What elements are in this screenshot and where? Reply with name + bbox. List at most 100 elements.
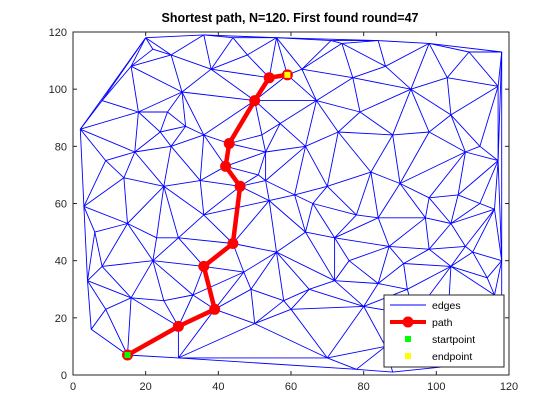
edge-line — [83, 177, 125, 207]
edge-line — [279, 123, 306, 147]
edge-line — [370, 171, 401, 184]
edge-line — [134, 145, 172, 153]
edge-line — [377, 183, 401, 219]
edge-line — [468, 51, 499, 87]
edge-line — [257, 151, 267, 176]
edge-line — [265, 145, 306, 153]
edge-line — [294, 185, 328, 196]
edge-line — [446, 77, 452, 115]
path-node-marker — [198, 260, 210, 272]
edge-line — [309, 280, 335, 290]
edge-line — [167, 91, 183, 113]
x-tick-label: 100 — [427, 381, 445, 393]
edge-line — [326, 185, 357, 216]
edge-line — [312, 186, 328, 204]
edge-line — [102, 260, 153, 267]
edge-line — [101, 266, 132, 299]
edge-line — [203, 34, 212, 70]
edge-line — [327, 171, 372, 187]
edge-line — [410, 88, 452, 116]
edge-line — [301, 69, 317, 101]
edge-line — [90, 309, 107, 330]
edge-line — [316, 77, 354, 101]
edge-line — [214, 288, 252, 310]
edge-line — [105, 160, 125, 179]
edge-line — [424, 197, 430, 218]
y-tick-label: 80 — [55, 141, 67, 153]
edge-line — [326, 306, 365, 359]
edge-line — [334, 280, 364, 307]
edge-line — [312, 203, 335, 239]
edge-line — [178, 237, 205, 267]
legend-box — [383, 294, 505, 368]
edge-line — [334, 214, 357, 239]
edge-line — [450, 246, 466, 267]
edge-line — [385, 65, 412, 90]
y-tick-label: 100 — [49, 84, 67, 96]
edge-line — [87, 280, 107, 310]
chart-title: Shortest path, N=120. First found round=… — [162, 11, 419, 25]
edge-line — [210, 37, 234, 70]
edge-line — [276, 231, 306, 253]
edge-line — [428, 131, 466, 153]
edge-line — [446, 51, 470, 78]
edge-line — [254, 300, 284, 324]
edge-line — [316, 100, 361, 113]
edge-line — [83, 160, 107, 207]
edge-line — [377, 246, 390, 284]
edge-line — [377, 217, 390, 247]
edge-line — [83, 205, 128, 224]
edge-line — [429, 42, 470, 53]
edge-line — [352, 77, 361, 113]
edge-line — [170, 134, 204, 147]
edge-line — [159, 111, 168, 133]
edge-line — [160, 125, 186, 133]
edge-line — [254, 74, 288, 101]
edge-line — [403, 248, 430, 264]
edge-line — [87, 232, 96, 281]
edge-line — [334, 260, 350, 281]
legend-swatch-marker — [402, 316, 414, 328]
edge-line — [105, 309, 128, 356]
path-node-marker — [249, 95, 261, 107]
edge-line — [465, 246, 473, 253]
edge-line — [356, 346, 386, 370]
edge-line — [123, 177, 128, 224]
legend-label: path — [432, 317, 453, 329]
edge-line — [250, 289, 256, 324]
x-tick-label: 120 — [500, 381, 518, 393]
edge-line — [334, 217, 379, 239]
edge-line — [290, 305, 364, 310]
edge-line — [130, 260, 154, 299]
edge-line — [389, 245, 430, 250]
edge-line — [105, 151, 135, 162]
edge-line — [90, 328, 128, 356]
edge-line — [130, 54, 172, 67]
edge-line — [355, 171, 372, 216]
edge-line — [294, 194, 313, 204]
edge-line — [363, 283, 379, 307]
path-node-marker — [172, 320, 184, 332]
edge-line — [465, 208, 495, 247]
y-tick-label: 60 — [55, 199, 67, 211]
edge-line — [283, 300, 292, 310]
edge-line — [428, 223, 452, 250]
edge-line — [385, 43, 430, 67]
edge-line — [494, 209, 503, 261]
edge-line — [138, 91, 183, 113]
edge-line — [210, 54, 248, 70]
edge-line — [301, 43, 343, 70]
legend-item-startpoint: startpoint — [405, 334, 475, 346]
edge-line — [243, 271, 252, 290]
edge-line — [181, 68, 212, 93]
startpoint-marker — [124, 351, 131, 358]
edge-line — [341, 40, 379, 44]
edge-line — [305, 131, 339, 147]
edge-line — [330, 40, 343, 44]
edge-line — [203, 100, 255, 136]
edge-line — [167, 111, 186, 127]
edge-line — [399, 151, 466, 184]
edge-line — [305, 203, 314, 233]
edge-line — [429, 194, 459, 199]
edge-line — [378, 283, 408, 290]
